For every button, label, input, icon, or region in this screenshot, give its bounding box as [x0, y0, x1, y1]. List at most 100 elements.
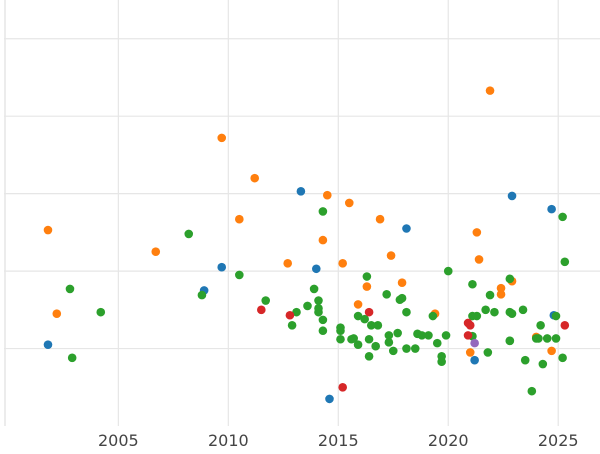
point-green-49 — [443, 266, 453, 276]
point-green-63 — [518, 305, 528, 315]
point-orange-0 — [43, 225, 53, 235]
point-green-45 — [432, 338, 442, 348]
point-green-64 — [520, 355, 530, 365]
point-green-68 — [536, 321, 545, 330]
point-green-7 — [287, 321, 297, 330]
point-green-53 — [472, 311, 482, 321]
point-green-18 — [336, 326, 345, 336]
x-tick-label-2025: 2025 — [538, 431, 579, 450]
point-green-65 — [527, 386, 537, 396]
point-orange-11 — [353, 300, 363, 309]
x-axis-ticks: 2005 2010 2015 2020 2025 — [98, 431, 579, 450]
point-red-3 — [364, 307, 374, 317]
point-green-48 — [441, 331, 451, 340]
point-green-4 — [197, 290, 207, 300]
point-orange-17 — [465, 348, 475, 357]
point-green-8 — [292, 307, 301, 317]
x-tick-label-2015: 2015 — [318, 431, 359, 450]
point-blue-0 — [43, 340, 53, 349]
point-green-10 — [309, 284, 319, 294]
point-green-13 — [314, 307, 323, 317]
point-green-28 — [366, 321, 376, 330]
point-orange-13 — [375, 214, 385, 224]
point-green-43 — [424, 331, 433, 340]
point-red-1 — [285, 310, 295, 320]
point-green-2 — [96, 307, 106, 317]
x-tick-label-2010: 2010 — [208, 431, 249, 450]
point-green-26 — [364, 334, 374, 344]
point-green-0 — [65, 284, 75, 294]
point-green-75 — [560, 257, 570, 267]
point-green-40 — [410, 344, 420, 353]
point-orange-3 — [217, 133, 227, 143]
point-red-0 — [257, 305, 266, 315]
point-green-69 — [538, 359, 548, 369]
point-orange-9 — [338, 259, 347, 268]
point-green-54 — [481, 305, 490, 315]
point-green-74 — [558, 212, 567, 222]
point-orange-20 — [485, 86, 495, 95]
point-green-30 — [373, 321, 383, 330]
point-blue-5 — [325, 394, 334, 404]
point-green-67 — [534, 334, 543, 343]
point-green-23 — [353, 311, 363, 321]
point-green-21 — [349, 334, 358, 343]
point-orange-25 — [547, 346, 556, 356]
point-orange-21 — [496, 290, 506, 299]
point-blue-9 — [547, 204, 556, 214]
point-green-27 — [364, 351, 374, 361]
point-green-72 — [551, 311, 561, 321]
point-blue-2 — [217, 262, 227, 272]
x-tick-label-2005: 2005 — [98, 431, 139, 450]
point-blue-7 — [470, 355, 479, 365]
point-green-15 — [318, 315, 328, 325]
point-green-44 — [428, 311, 438, 321]
point-blue-3 — [296, 187, 306, 196]
point-purple-0 — [470, 338, 479, 348]
point-green-33 — [384, 338, 394, 347]
point-green-73 — [558, 353, 567, 363]
point-green-61 — [505, 274, 515, 284]
point-orange-14 — [386, 251, 396, 260]
point-orange-8 — [322, 190, 332, 200]
point-green-5 — [235, 270, 244, 280]
grid — [4, 0, 600, 426]
point-green-57 — [490, 307, 499, 317]
point-green-32 — [384, 331, 394, 340]
data-points — [43, 86, 570, 404]
point-green-3 — [184, 229, 194, 239]
point-green-11 — [314, 296, 323, 305]
point-orange-7 — [318, 235, 328, 245]
point-green-34 — [388, 346, 398, 356]
point-green-71 — [551, 334, 561, 343]
point-orange-19 — [474, 255, 484, 264]
point-green-14 — [318, 207, 328, 216]
point-orange-4 — [235, 214, 244, 224]
point-green-56 — [485, 290, 495, 300]
point-red-7 — [560, 321, 570, 330]
point-green-29 — [371, 341, 380, 351]
point-orange-2 — [151, 247, 161, 257]
point-green-39 — [402, 307, 411, 317]
point-blue-6 — [402, 224, 411, 233]
point-green-16 — [318, 326, 328, 336]
point-green-42 — [417, 331, 427, 340]
point-orange-18 — [472, 228, 482, 237]
point-green-24 — [360, 314, 369, 324]
point-green-62 — [507, 309, 517, 318]
point-green-37 — [397, 293, 407, 303]
point-orange-6 — [283, 259, 293, 268]
point-green-6 — [261, 296, 271, 305]
point-green-1 — [67, 353, 77, 363]
point-blue-8 — [507, 191, 517, 201]
point-orange-5 — [250, 173, 260, 183]
point-red-5 — [463, 331, 473, 340]
point-green-60 — [505, 336, 515, 346]
point-orange-12 — [362, 282, 372, 291]
point-blue-4 — [311, 264, 321, 274]
point-green-70 — [542, 334, 552, 343]
point-green-51 — [468, 279, 477, 289]
